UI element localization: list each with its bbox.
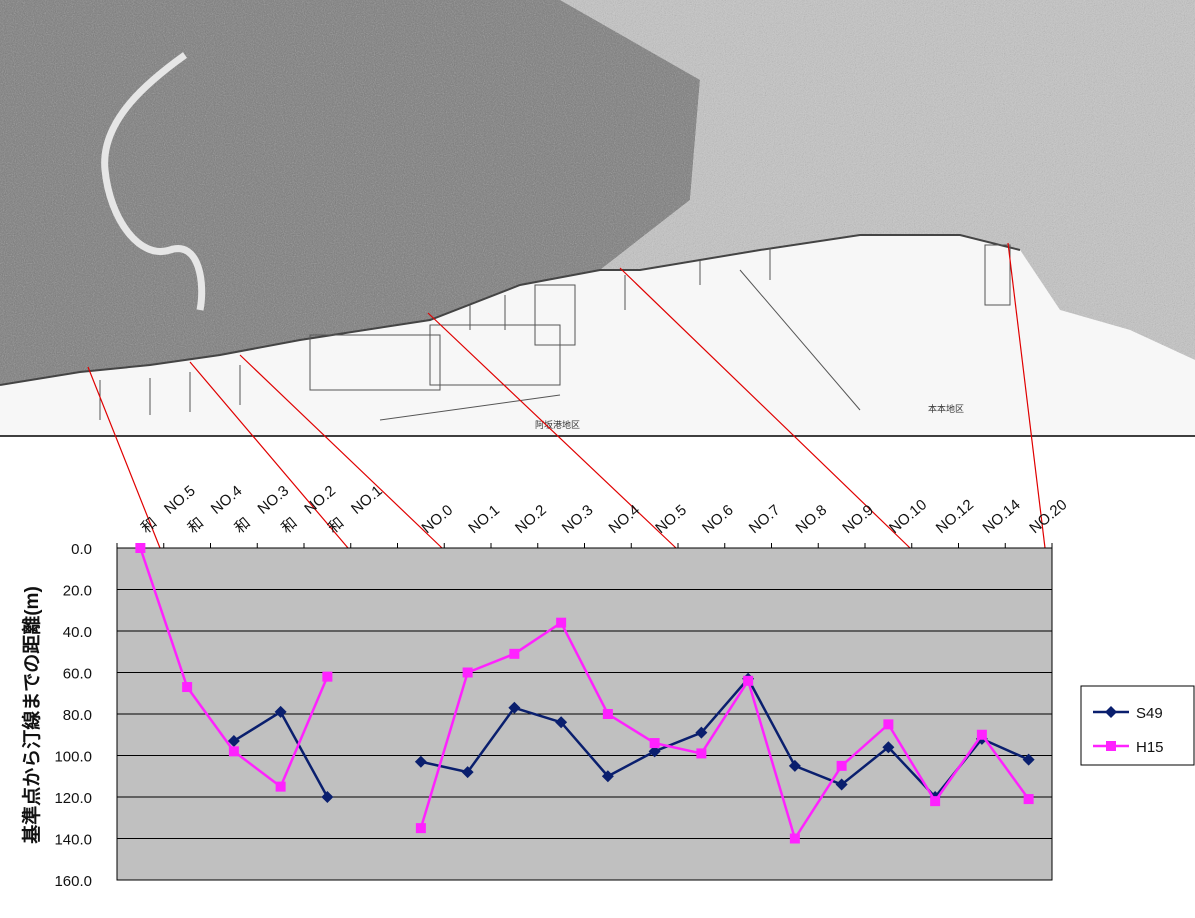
legend-marker — [1106, 741, 1116, 751]
category-label: NO.6 — [699, 502, 737, 538]
leader-line — [87, 366, 161, 549]
y-tick-label: 80.0 — [63, 707, 92, 724]
category-label: NO.14 — [980, 496, 1024, 537]
shoreline-distance-chart: 0.020.040.060.080.0100.0120.0140.0160.0 … — [20, 482, 1195, 890]
category-labels: 和 NO.5和 NO.4和 NO.3和 NO.2和 NO.1 NO.0 NO.1 NO… — [138, 482, 1070, 537]
category-label: NO.1 — [465, 502, 503, 538]
data-point — [696, 748, 707, 759]
category-label: NO.3 — [559, 502, 597, 538]
data-point — [555, 716, 568, 729]
data-point — [509, 648, 520, 659]
data-point — [414, 755, 427, 768]
data-point — [1023, 794, 1034, 805]
leader-line — [1007, 242, 1046, 549]
legend-label: H15 — [1136, 739, 1164, 756]
data-point — [835, 778, 848, 791]
leader-line — [427, 312, 677, 549]
y-tick-label: 0.0 — [71, 541, 92, 558]
data-point — [556, 617, 567, 628]
data-point — [461, 766, 474, 779]
x-ticks — [116, 543, 1053, 548]
data-point — [228, 746, 239, 757]
category-label: NO.9 — [839, 502, 877, 538]
y-tick-label: 20.0 — [63, 583, 92, 600]
data-point — [976, 729, 987, 740]
data-point — [836, 760, 847, 771]
data-point — [274, 705, 287, 718]
data-point — [415, 823, 426, 834]
map-label-1: 阿坂港地区 — [535, 419, 580, 430]
category-label: NO.8 — [793, 502, 831, 538]
data-point — [227, 734, 240, 747]
data-point — [1022, 753, 1035, 766]
data-point — [462, 667, 473, 678]
y-tick-label: 160.0 — [54, 873, 92, 890]
y-tick-label: 140.0 — [54, 832, 92, 849]
legend-marker — [1105, 706, 1117, 718]
data-point — [322, 671, 333, 682]
leader-line — [239, 354, 443, 549]
data-point — [695, 726, 708, 739]
map-river — [101, 52, 206, 311]
y-axis-ticks: 0.0 20.0 40.0 60.0 80.0 100.0 120.0 140.0 160.0 — [54, 541, 92, 890]
data-point — [508, 701, 521, 714]
category-label: NO.0 — [419, 502, 457, 538]
series-H15 — [135, 543, 1034, 844]
legend: S49 H15 — [1080, 685, 1195, 766]
data-point — [275, 781, 286, 792]
data-point — [601, 770, 614, 783]
category-label: NO.10 — [886, 496, 930, 537]
y-axis-label: 基準点から汀線までの距離(m) — [20, 586, 43, 845]
category-label: NO.20 — [1026, 496, 1070, 537]
data-point — [648, 745, 661, 758]
category-label: NO.4 — [606, 502, 644, 538]
data-point — [602, 709, 613, 719]
map-structures — [99, 244, 1011, 421]
leader-lines — [87, 242, 1046, 549]
y-tick-label: 100.0 — [54, 749, 92, 766]
data-point — [182, 682, 193, 693]
category-label: NO.5 — [652, 502, 690, 538]
category-label: NO.2 — [512, 502, 550, 538]
data-point — [321, 791, 334, 803]
y-tick-label: 120.0 — [54, 790, 92, 807]
data-point — [135, 543, 146, 553]
data-point — [883, 719, 894, 730]
data-point — [789, 833, 800, 844]
data-point — [788, 759, 801, 772]
data-point — [882, 741, 895, 754]
aerial-map-image: 阿坂港地区 本本地区 — [0, 0, 1195, 436]
y-tick-label: 40.0 — [63, 624, 92, 641]
data-point — [649, 738, 660, 749]
legend-box — [1080, 685, 1195, 766]
map-label-2: 本本地区 — [928, 403, 964, 414]
leader-line — [619, 267, 911, 549]
map-sea — [0, 235, 1195, 436]
series-layer — [135, 543, 1035, 844]
series-line — [419, 620, 1030, 842]
map-coastline — [0, 234, 1021, 386]
data-point — [743, 675, 754, 686]
leader-line — [189, 361, 349, 549]
y-tick-label: 60.0 — [63, 666, 92, 683]
category-label: NO.12 — [933, 496, 977, 537]
category-label: NO.7 — [746, 502, 784, 538]
legend-label: S49 — [1136, 705, 1163, 722]
data-point — [930, 796, 941, 807]
